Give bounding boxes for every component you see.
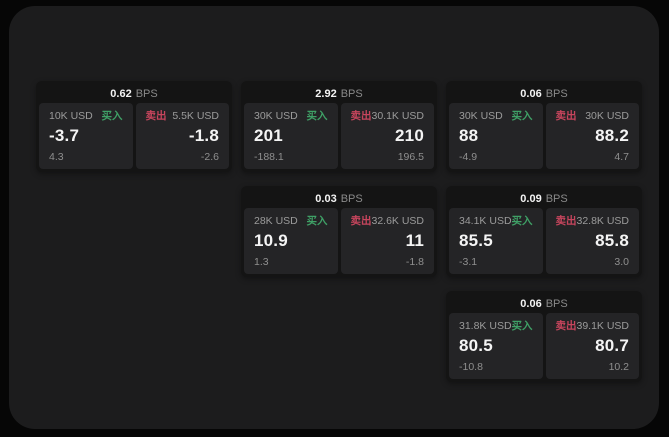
quote-card-3: 0.06 BPS 30K USD 买入 88 -4.9 卖出 30K USD 8…	[446, 81, 642, 172]
buy-delta: -188.1	[254, 151, 284, 163]
bps-header: 2.92 BPS	[244, 84, 434, 103]
sell-price: -1.8	[188, 126, 219, 145]
sell-amount: 32.8K USD	[576, 215, 630, 227]
sell-amount: 39.1K USD	[576, 320, 630, 332]
buy-panel[interactable]: 31.8K USD 买入 80.5 -10.8	[449, 313, 543, 379]
buy-amount: 10K USD	[49, 110, 93, 122]
sell-price: 11	[405, 231, 424, 250]
sell-price: 210	[395, 126, 424, 145]
sell-panel[interactable]: 卖出 32.6K USD 11 -1.8	[340, 208, 434, 274]
buy-panel[interactable]: 30K USD 买入 201 -188.1	[244, 103, 338, 169]
sell-delta: 4.7	[614, 151, 629, 163]
buy-price: 10.9	[254, 231, 288, 250]
sell-panel[interactable]: 卖出 30.1K USD 210 196.5	[340, 103, 434, 169]
bps-unit: BPS	[135, 87, 158, 100]
quote-body: 34.1K USD 买入 85.5 -3.1 卖出 32.8K USD 85.8…	[449, 208, 639, 274]
buy-amount: 30K USD	[254, 110, 298, 122]
quote-card-1: 0.62 BPS 10K USD 买入 -3.7 4.3 卖出 5.5K USD…	[36, 81, 232, 172]
sell-panel[interactable]: 卖出 39.1K USD 80.7 10.2	[545, 313, 639, 379]
buy-panel[interactable]: 28K USD 买入 10.9 1.3	[244, 208, 338, 274]
sell-delta: 3.0	[614, 256, 629, 268]
sell-amount: 30K USD	[585, 110, 629, 122]
buy-amount: 31.8K USD	[459, 320, 512, 332]
quote-body: 30K USD 买入 201 -188.1 卖出 30.1K USD 210 1…	[244, 103, 434, 169]
sell-side-label: 卖出	[555, 215, 577, 227]
bps-unit: BPS	[545, 297, 568, 310]
bps-unit: BPS	[545, 192, 568, 205]
bps-header: 0.06 BPS	[449, 84, 639, 103]
buy-price: 88	[459, 126, 479, 145]
buy-side-label: 买入	[511, 110, 533, 122]
buy-price: 85.5	[459, 231, 493, 250]
sell-delta: -2.6	[200, 151, 219, 163]
bps-header: 0.62 BPS	[39, 84, 229, 103]
sell-amount: 5.5K USD	[172, 110, 219, 122]
sell-panel[interactable]: 卖出 5.5K USD -1.8 -2.6	[135, 103, 229, 169]
buy-price: -3.7	[49, 126, 80, 145]
bps-header: 0.06 BPS	[449, 294, 639, 313]
quote-body: 28K USD 买入 10.9 1.3 卖出 32.6K USD 11 -1.8	[244, 208, 434, 274]
sell-panel[interactable]: 卖出 30K USD 88.2 4.7	[545, 103, 639, 169]
buy-price: 201	[254, 126, 283, 145]
bps-unit: BPS	[545, 87, 568, 100]
buy-price: 80.5	[459, 336, 493, 355]
buy-delta: -10.8	[459, 361, 483, 373]
buy-amount: 34.1K USD	[459, 215, 512, 227]
bps-value: 2.92	[315, 87, 337, 100]
sell-side-label: 卖出	[145, 110, 167, 122]
buy-delta: -3.1	[459, 256, 478, 268]
bps-value: 0.09	[520, 192, 542, 205]
quote-body: 10K USD 买入 -3.7 4.3 卖出 5.5K USD -1.8 -2.…	[39, 103, 229, 169]
quote-card-6: 0.06 BPS 31.8K USD 买入 80.5 -10.8 卖出 39.1…	[446, 291, 642, 382]
buy-side-label: 买入	[306, 110, 328, 122]
sell-side-label: 卖出	[350, 215, 372, 227]
quote-body: 30K USD 买入 88 -4.9 卖出 30K USD 88.2 4.7	[449, 103, 639, 169]
bps-unit: BPS	[340, 192, 363, 205]
buy-side-label: 买入	[511, 215, 533, 227]
buy-panel[interactable]: 30K USD 买入 88 -4.9	[449, 103, 543, 169]
sell-amount: 30.1K USD	[371, 110, 425, 122]
quote-body: 31.8K USD 买入 80.5 -10.8 卖出 39.1K USD 80.…	[449, 313, 639, 379]
quote-card-2: 2.92 BPS 30K USD 买入 201 -188.1 卖出 30.1K …	[241, 81, 437, 172]
quote-card-5: 0.09 BPS 34.1K USD 买入 85.5 -3.1 卖出 32.8K…	[446, 186, 642, 277]
sell-amount: 32.6K USD	[371, 215, 425, 227]
buy-amount: 28K USD	[254, 215, 298, 227]
quote-card-4: 0.03 BPS 28K USD 买入 10.9 1.3 卖出 32.6K US…	[241, 186, 437, 277]
sell-price: 80.7	[595, 336, 629, 355]
buy-side-label: 买入	[101, 110, 123, 122]
bps-header: 0.09 BPS	[449, 189, 639, 208]
bps-value: 0.06	[520, 297, 542, 310]
sell-side-label: 卖出	[350, 110, 372, 122]
buy-panel[interactable]: 10K USD 买入 -3.7 4.3	[39, 103, 133, 169]
bps-value: 0.03	[315, 192, 337, 205]
bps-value: 0.06	[520, 87, 542, 100]
sell-price: 88.2	[595, 126, 629, 145]
sell-side-label: 卖出	[555, 320, 577, 332]
bps-header: 0.03 BPS	[244, 189, 434, 208]
sell-delta: 196.5	[397, 151, 424, 163]
buy-side-label: 买入	[511, 320, 533, 332]
sell-panel[interactable]: 卖出 32.8K USD 85.8 3.0	[545, 208, 639, 274]
buy-delta: 4.3	[49, 151, 64, 163]
bps-unit: BPS	[340, 87, 363, 100]
buy-side-label: 买入	[306, 215, 328, 227]
sell-delta: -1.8	[405, 256, 424, 268]
buy-panel[interactable]: 34.1K USD 买入 85.5 -3.1	[449, 208, 543, 274]
sell-price: 85.8	[595, 231, 629, 250]
buy-delta: -4.9	[459, 151, 478, 163]
buy-delta: 1.3	[254, 256, 269, 268]
sell-side-label: 卖出	[555, 110, 577, 122]
sell-delta: 10.2	[608, 361, 629, 373]
bps-value: 0.62	[110, 87, 132, 100]
buy-amount: 30K USD	[459, 110, 503, 122]
